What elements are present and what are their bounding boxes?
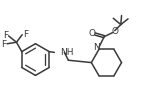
Text: O: O xyxy=(89,29,96,38)
Text: F: F xyxy=(1,40,6,49)
Text: F: F xyxy=(3,31,8,40)
Text: NH: NH xyxy=(60,48,74,57)
Text: F: F xyxy=(23,30,28,39)
Text: O: O xyxy=(112,27,119,36)
Text: N: N xyxy=(93,43,100,52)
